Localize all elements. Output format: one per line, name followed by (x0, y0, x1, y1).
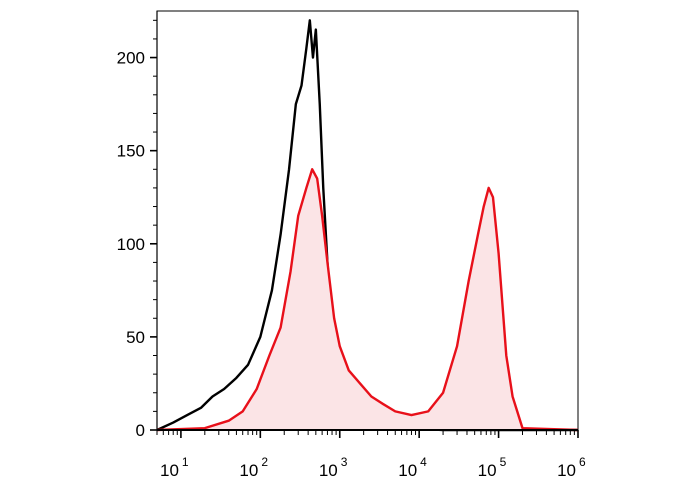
y-tick-label: 50 (126, 328, 145, 347)
x-tick-label: 10 6 (557, 455, 586, 480)
plot-frame (156, 10, 579, 431)
x-tick-exponent: 4 (420, 455, 427, 469)
y-tick-label: 100 (117, 235, 145, 254)
x-tick-label: 10 5 (478, 455, 507, 480)
x-tick-base: 10 (398, 461, 417, 480)
x-tick-exponent: 6 (579, 455, 586, 469)
x-tick-base: 10 (557, 461, 576, 480)
series-1-area (157, 169, 578, 431)
x-tick-base: 10 (239, 461, 258, 480)
series-1-line (156, 168, 579, 432)
x-tick-label: 10 2 (239, 455, 268, 480)
x-tick-label: 10 4 (398, 455, 427, 480)
x-tick-exponent: 5 (500, 455, 507, 469)
series-0-line (156, 19, 578, 432)
x-tick-base: 10 (319, 461, 338, 480)
x-tick-base: 10 (478, 461, 497, 480)
x-tick-exponent: 3 (341, 455, 348, 469)
x-tick-exponent: 2 (261, 455, 268, 469)
x-tick-label: 10 1 (160, 455, 189, 480)
y-tick-label: 0 (136, 421, 145, 440)
y-tick-label: 150 (117, 142, 145, 161)
series-layer (156, 19, 579, 432)
x-tick-label: 10 3 (319, 455, 348, 480)
x-tick-exponent: 1 (182, 455, 189, 469)
x-tick-base: 10 (160, 461, 179, 480)
y-tick-label: 200 (117, 49, 145, 68)
